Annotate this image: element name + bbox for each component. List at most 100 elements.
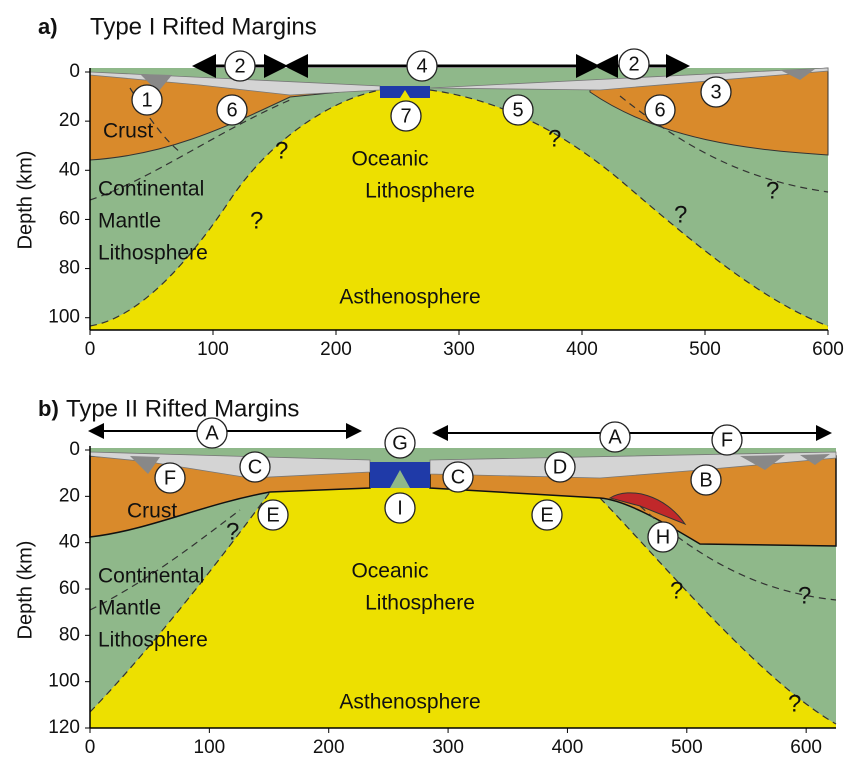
panel-label: b)	[38, 396, 59, 421]
marker-label: C	[248, 456, 262, 478]
marker: E	[258, 500, 288, 530]
region-label: Lithosphere	[98, 629, 208, 652]
marker-label: H	[656, 526, 670, 548]
marker: I	[385, 493, 415, 523]
marker: F	[155, 463, 185, 493]
y-tick-label: 0	[69, 439, 80, 460]
marker-label: 3	[710, 81, 721, 103]
x-tick-label: 200	[320, 339, 352, 360]
query: ?	[670, 577, 683, 604]
region-label: Asthenosphere	[339, 691, 480, 714]
x-tick-label: 100	[194, 737, 226, 758]
y-tick-label: 80	[59, 624, 80, 645]
y-tick-label: 80	[59, 258, 80, 279]
panel-b: b) Type II Rifted Margins Depth (km) Cru…	[14, 395, 836, 728]
region-label: Lithosphere	[365, 592, 475, 615]
x-tick-label: 0	[85, 339, 96, 360]
marker-label: F	[164, 467, 176, 489]
region-label: Continental	[98, 565, 204, 588]
marker: 1	[132, 85, 162, 115]
x-tick-label: 500	[671, 737, 703, 758]
marker: 4	[407, 51, 437, 81]
marker: 7	[391, 101, 421, 131]
marker-label: E	[266, 504, 279, 526]
panel-title: Type I Rifted Margins	[90, 13, 317, 40]
y-tick-label: 60	[59, 208, 80, 229]
y-tick-label: 40	[59, 532, 80, 553]
marker-label: B	[699, 469, 712, 491]
marker: C	[443, 462, 473, 492]
region-label: Oceanic	[351, 560, 428, 583]
marker: C	[240, 452, 270, 482]
marker-label: A	[608, 426, 622, 448]
marker-label: F	[721, 429, 733, 451]
marker-label: 2	[628, 53, 639, 75]
figure: a) Type I Rifted Margins Depth (km) Crus…	[0, 0, 849, 766]
query: ?	[674, 201, 687, 228]
y-axis-label: Depth (km)	[14, 541, 36, 640]
y-tick-label: 120	[48, 717, 80, 738]
x-tick-label: 500	[689, 339, 721, 360]
marker-label: C	[451, 466, 465, 488]
marker: 6	[645, 95, 675, 125]
marker: A	[600, 422, 630, 452]
query: ?	[798, 582, 811, 609]
y-tick-label: 0	[69, 61, 80, 82]
panel-label: a)	[38, 14, 58, 39]
query: ?	[788, 690, 801, 717]
region-label: Mantle	[98, 597, 161, 620]
marker: 2	[225, 51, 255, 81]
region-label: Oceanic	[351, 148, 428, 171]
y-tick-label: 20	[59, 485, 80, 506]
marker-label: A	[205, 422, 219, 444]
marker-label: E	[540, 504, 553, 526]
marker-label: 2	[234, 55, 245, 77]
marker: 2	[619, 49, 649, 79]
marker: E	[532, 500, 562, 530]
marker: A	[197, 418, 227, 448]
y-tick-label: 20	[59, 110, 80, 131]
marker-label: D	[553, 456, 567, 478]
marker-label: 5	[512, 99, 523, 121]
query: ?	[226, 518, 239, 545]
marker: D	[545, 452, 575, 482]
y-tick-label: 40	[59, 159, 80, 180]
y-tick-label: 100	[48, 671, 80, 692]
x-tick-label: 400	[552, 737, 584, 758]
marker-label: G	[392, 432, 408, 454]
marker-label: 1	[141, 89, 152, 111]
marker: 6	[217, 95, 247, 125]
x-tick-label: 300	[443, 339, 475, 360]
marker: 3	[701, 77, 731, 107]
marker-label: I	[397, 497, 403, 519]
panel-a: a) Type I Rifted Margins Depth (km) Crus…	[14, 13, 828, 330]
y-tick-label: 100	[48, 307, 80, 328]
marker-label: 4	[416, 55, 427, 77]
y-axis-label: Depth (km)	[14, 151, 36, 250]
marker: 5	[503, 95, 533, 125]
panel-title: Type II Rifted Margins	[66, 395, 299, 422]
query: ?	[548, 125, 561, 152]
marker-label: 6	[226, 99, 237, 121]
marker: G	[385, 428, 415, 458]
region-label: Crust	[103, 120, 153, 143]
query: ?	[250, 207, 263, 234]
marker-label: 7	[400, 105, 411, 127]
x-tick-label: 600	[790, 737, 822, 758]
marker-label: 6	[654, 99, 665, 121]
query: ?	[275, 137, 288, 164]
region-label: Asthenosphere	[339, 286, 480, 309]
x-tick-label: 100	[197, 339, 229, 360]
x-tick-label: 300	[432, 737, 464, 758]
marker: B	[691, 465, 721, 495]
y-tick-label: 60	[59, 578, 80, 599]
x-tick-label: 200	[313, 737, 345, 758]
region-label: Continental	[98, 178, 204, 201]
region-label: Crust	[127, 500, 177, 523]
x-tick-label: 0	[85, 737, 96, 758]
region-label: Lithosphere	[365, 180, 475, 203]
x-tick-label: 400	[566, 339, 598, 360]
query: ?	[766, 177, 779, 204]
region-label: Lithosphere	[98, 242, 208, 265]
marker: H	[648, 522, 678, 552]
